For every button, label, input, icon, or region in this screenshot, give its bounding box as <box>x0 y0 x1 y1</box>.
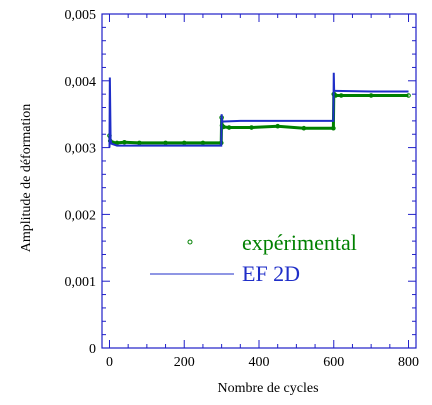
data-point <box>122 139 127 145</box>
data-point <box>226 125 232 130</box>
series-line-0 <box>107 92 409 145</box>
y-tick-label: 0,004 <box>65 75 97 90</box>
y-axis-title: Amplitude de déformation <box>19 104 34 253</box>
y-tick-labels: 0 0,001 0,002 0,003 0,004 0,005 <box>65 8 97 357</box>
data-point <box>301 125 307 131</box>
y-axis-label: Amplitude de déformation <box>19 104 34 253</box>
x-tick-label: 800 <box>398 355 419 370</box>
data-point <box>331 125 336 131</box>
data-point <box>249 125 254 130</box>
axes-layer <box>101 13 417 349</box>
series-1 <box>108 72 409 148</box>
data-point <box>338 93 344 98</box>
y-tick-label: 0,005 <box>65 8 97 23</box>
x-tick-label: 200 <box>174 355 195 370</box>
legend: expérimental EF 2D <box>150 230 357 286</box>
series-line-1 <box>108 72 409 148</box>
data-point <box>368 93 374 98</box>
legend-marker-experimental <box>187 239 193 245</box>
x-tick-label: 0 <box>106 355 113 370</box>
series-0 <box>107 91 411 146</box>
x-tick-label: 600 <box>323 355 344 370</box>
y-tick-label: 0 <box>89 342 96 357</box>
y-tick-label: 0,003 <box>65 142 97 157</box>
x-tick-labels: 0 200 400 600 800 <box>106 355 419 370</box>
y-tick-label: 0,002 <box>65 208 97 223</box>
y-tick-label: 0,001 <box>65 275 97 290</box>
plot-frame <box>101 13 417 349</box>
data-point <box>275 123 280 129</box>
series-layer <box>107 72 411 148</box>
legend-label-ef2d: EF 2D <box>242 261 300 286</box>
x-axis-label: Nombre de cycles <box>217 381 318 396</box>
data-point <box>406 93 411 98</box>
x-tick-label: 400 <box>249 355 270 370</box>
legend-label-experimental: expérimental <box>242 230 357 255</box>
